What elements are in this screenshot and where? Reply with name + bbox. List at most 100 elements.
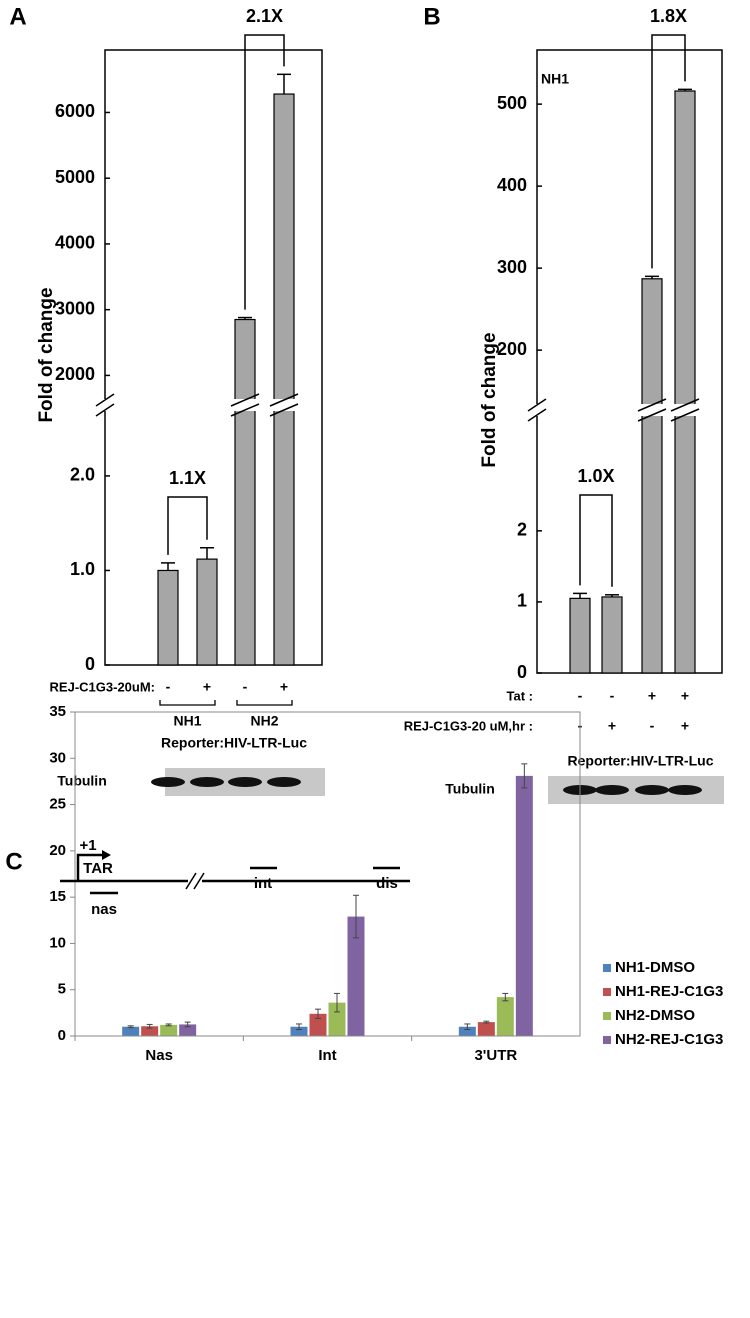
condition-mark: + <box>203 679 211 695</box>
break-mark <box>637 398 667 412</box>
y-axis-label: Fold of change <box>36 287 57 422</box>
fold-annotation: 1.1X <box>169 468 206 488</box>
amplicon-label: dis <box>376 875 398 892</box>
y-tick-label: 2 <box>517 520 527 540</box>
legend-swatch <box>603 1036 611 1044</box>
element-label: TAR <box>83 860 113 877</box>
break-mark <box>230 403 260 417</box>
blot-band <box>267 777 301 787</box>
condition-mark: - <box>610 688 615 704</box>
bar <box>477 1022 495 1036</box>
tss-label: +1 <box>79 837 96 854</box>
legend-label: NH2-DMSO <box>615 1007 695 1024</box>
legend-label: NH1-DMSO <box>615 959 695 976</box>
legend-swatch <box>603 988 611 996</box>
x-tick-label: 3'UTR <box>474 1047 517 1064</box>
condition-mark: - <box>650 718 655 734</box>
fold-annotation: 2.1X <box>246 6 283 26</box>
bar <box>290 1026 308 1036</box>
bar <box>641 278 663 674</box>
bar <box>674 90 696 674</box>
condition-label: REJ-C1G3-20uM: <box>50 679 155 694</box>
reporter-label: Reporter:HIV-LTR-Luc <box>161 735 307 751</box>
break-mark <box>670 398 700 412</box>
break-mark <box>527 398 547 412</box>
y-tick-label: 15 <box>49 888 66 905</box>
panel-label: B <box>423 3 440 30</box>
y-tick-label: 30 <box>49 749 66 766</box>
blot-band <box>595 785 629 795</box>
bar <box>122 1026 140 1036</box>
bar <box>196 558 218 666</box>
condition-mark: - <box>578 688 583 704</box>
inset-label: NH1 <box>541 71 569 87</box>
amplicon-label: nas <box>91 901 117 918</box>
blot-band <box>151 777 185 787</box>
bar <box>157 569 179 666</box>
break-mark <box>269 393 299 407</box>
fold-annotation: 1.8X <box>650 6 687 26</box>
condition-mark: - <box>243 679 248 695</box>
break-mark <box>185 872 197 890</box>
y-tick-label: 2000 <box>55 364 95 384</box>
break-mark <box>637 408 667 422</box>
arrow-head <box>102 850 111 860</box>
bar <box>309 1013 327 1036</box>
condition-label: Tat : <box>507 688 533 703</box>
condition-mark: + <box>681 718 689 734</box>
blot-band <box>190 777 224 787</box>
break-mark <box>527 408 547 422</box>
y-tick-label: 10 <box>49 934 66 951</box>
blot-band <box>668 785 702 795</box>
y-tick-label: 6000 <box>55 101 95 121</box>
y-tick-label: 1 <box>517 591 527 611</box>
condition-label: REJ-C1G3-20 uM,hr : <box>404 718 533 733</box>
blot-label: Tubulin <box>445 781 495 797</box>
break-gap <box>188 872 202 890</box>
legend-label: NH1-REJ-C1G3 <box>615 983 723 1000</box>
y-tick-label: 25 <box>49 796 66 813</box>
y-axis-label: Fold of change <box>479 332 500 467</box>
group-bracket <box>159 700 216 706</box>
x-tick-label: Nas <box>145 1047 173 1064</box>
fold-annotation: 1.0X <box>577 466 614 486</box>
comparison-bracket <box>651 34 686 269</box>
comparison-bracket <box>579 494 613 587</box>
comparison-bracket <box>244 34 285 310</box>
blot-label: Tubulin <box>57 773 107 789</box>
y-tick-label: 200 <box>497 339 527 359</box>
bar <box>234 318 256 666</box>
legend-swatch <box>603 1012 611 1020</box>
condition-mark: + <box>280 679 288 695</box>
group-label: NH2 <box>250 713 278 729</box>
bar <box>347 916 365 1036</box>
y-tick-label: 2.0 <box>70 465 95 485</box>
y-tick-label: 20 <box>49 842 66 859</box>
blot-band <box>228 777 262 787</box>
break-mark <box>269 403 299 417</box>
bar <box>601 596 623 674</box>
break-mark <box>95 403 115 417</box>
tss-arrow <box>76 853 104 881</box>
group-bracket <box>236 700 293 706</box>
condition-mark: + <box>608 718 616 734</box>
y-tick-label: 400 <box>497 175 527 195</box>
amplicon-label: int <box>254 875 272 892</box>
bar <box>515 775 533 1036</box>
y-tick-label: 300 <box>497 257 527 277</box>
x-tick-label: Int <box>318 1047 336 1064</box>
break-mark <box>193 872 205 890</box>
group-label: NH1 <box>173 713 201 729</box>
bar <box>328 1002 346 1036</box>
bar <box>141 1026 159 1036</box>
bar <box>569 597 591 674</box>
comparison-bracket <box>167 496 208 555</box>
bar <box>273 93 295 666</box>
bar <box>160 1024 178 1036</box>
y-tick-label: 5 <box>58 981 66 998</box>
y-tick-label: 4000 <box>55 233 95 253</box>
panel-label: C <box>5 848 22 875</box>
break-mark <box>230 393 260 407</box>
